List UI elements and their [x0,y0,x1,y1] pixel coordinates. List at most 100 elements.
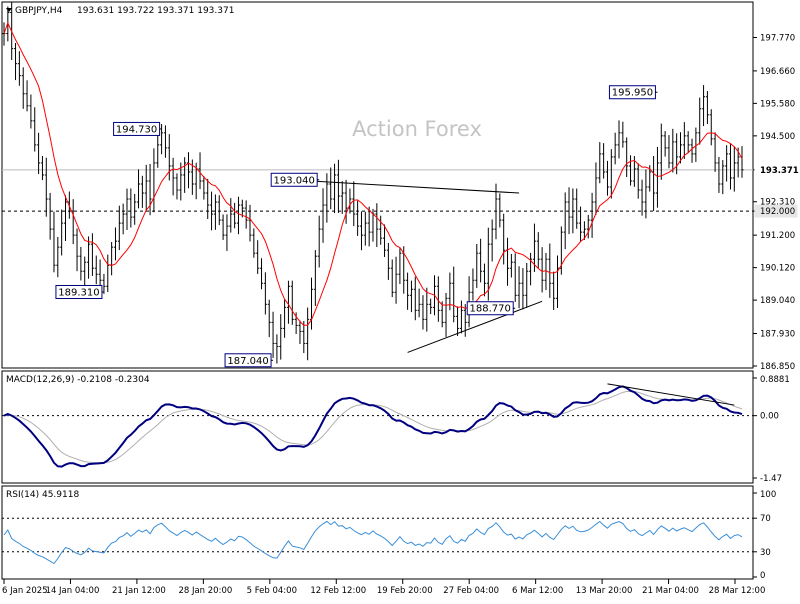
price-bar [206,178,210,220]
price-axis-label: 192.310 [760,198,795,208]
price-label-text: 195.950 [612,88,653,99]
x-axis-label: 21 Jan 12:00 [112,586,166,596]
price-bar [102,273,106,294]
macd-axis-label: 0.8881 [760,375,790,385]
price-bar [409,280,413,313]
price-label-text: 188.770 [470,304,511,315]
price-bar [475,244,479,288]
price-bar [359,211,363,251]
macd-signal-line [3,390,743,464]
price-bar [705,91,709,125]
price-bar [256,240,260,274]
symbol-label: GBPJPY,H4 [15,6,63,16]
price-bar [652,156,656,212]
price-bar [559,226,563,275]
price-trendline[interactable] [311,180,520,194]
price-bar [663,131,667,157]
price-bar [732,146,736,192]
price-bar [390,259,394,298]
price-bar [686,131,690,153]
price-axis-label: 192.000 [760,207,795,217]
price-bar [306,307,310,361]
price-bar [2,22,6,46]
price-bar [698,97,702,145]
price-bar [413,276,417,321]
price-bar [356,200,360,236]
price-bar [64,195,67,241]
price-bar [540,247,544,293]
price-bar [267,299,271,338]
x-axis-label: 21 Mar 04:00 [642,586,699,596]
price-bar [713,132,717,172]
price-bar [156,132,160,168]
price-bar [113,227,117,261]
price-bar [321,188,325,243]
ohlc-values: 193.631 193.722 193.371 193.371 [77,6,234,16]
price-bar [14,43,18,81]
x-axis-label: 28 Mar 12:00 [709,586,766,596]
price-bar [325,173,329,223]
price-bar [279,314,283,360]
price-bar [575,188,579,229]
price-bar [383,224,387,257]
price-bar [398,248,402,285]
price-bar [137,169,141,209]
price-bar [494,183,498,240]
price-bar [110,242,114,276]
price-bar [394,256,398,304]
price-bar [133,193,137,225]
price-bar [563,192,567,250]
price-bar [52,211,56,273]
price-bar [463,304,467,337]
price-bar [421,295,425,330]
price-bar [448,272,452,311]
price-bar [313,250,317,306]
price-bar [221,214,225,240]
price-bar [725,145,729,182]
price-bar [33,107,37,152]
dropdown-arrow-icon[interactable] [6,8,12,12]
price-bar [536,232,540,269]
price-bar [659,123,663,180]
x-axis-label: 6 Jan 2025 [2,586,48,596]
price-bar [667,135,671,169]
price-bar [609,149,613,199]
price-label-tag: 189.310 [55,284,104,299]
price-axis-label: 195.580 [760,99,795,109]
price-axis-label: 186.850 [760,362,795,372]
price-bar [94,255,98,285]
price-bar [644,169,648,219]
price-bar [690,138,694,163]
macd-trendline[interactable] [607,383,735,406]
price-bar [479,238,483,283]
price-bar [552,271,556,310]
price-bar [590,192,594,238]
price-bar [567,187,571,235]
price-bar [260,258,264,290]
price-bar [675,133,679,175]
price-bar [736,147,740,178]
price-bar [233,202,237,229]
price-bar [605,160,609,196]
price-bar [498,193,502,228]
x-axis-label: 27 Feb 04:00 [443,586,499,596]
price-bar [679,132,682,164]
price-bar [367,206,371,247]
price-bar [56,236,60,278]
price-axis-label: 189.040 [760,296,795,306]
price-bar [175,173,179,200]
macd-axis-label: -1.47 [760,474,782,484]
rsi-line [3,520,743,565]
price-axis-label: 190.120 [760,264,795,274]
price-bar [632,156,636,187]
price-bar [252,228,256,258]
price-axis-label: 193.371 [760,166,799,176]
price-bar [329,167,333,210]
price-trendline[interactable] [407,300,543,353]
price-bar [682,122,686,159]
price-bar [525,262,529,308]
price-bar [571,188,575,234]
price-bar [83,256,87,289]
price-bar [60,209,64,256]
